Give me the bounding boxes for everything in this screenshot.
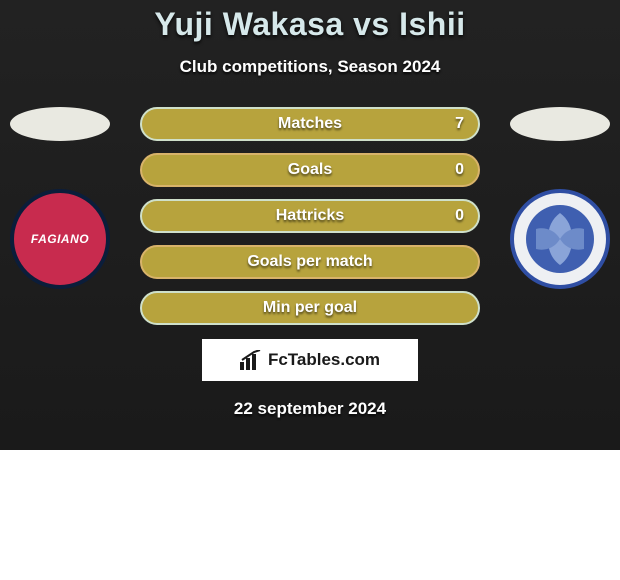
stat-row-hattricks: Hattricks 0 bbox=[140, 199, 480, 233]
right-player-column bbox=[510, 107, 610, 289]
footer-logo-text: FcTables.com bbox=[268, 350, 380, 370]
stat-row-matches: Matches 7 bbox=[140, 107, 480, 141]
right-player-photo-placeholder bbox=[510, 107, 610, 141]
stat-label: Hattricks bbox=[276, 207, 344, 225]
stat-label: Goals bbox=[288, 161, 332, 179]
stat-row-min-per-goal: Min per goal bbox=[140, 291, 480, 325]
hollyhock-icon bbox=[520, 199, 600, 279]
stat-value-right: 7 bbox=[455, 115, 464, 133]
comparison-columns: FAGIANO Matches 7 Goals 0 Hattricks 0 Go… bbox=[0, 107, 620, 325]
stat-label: Goals per match bbox=[247, 253, 372, 271]
left-player-photo-placeholder bbox=[10, 107, 110, 141]
stat-label: Min per goal bbox=[263, 299, 357, 317]
stat-value-right: 0 bbox=[455, 207, 464, 225]
subtitle: Club competitions, Season 2024 bbox=[0, 57, 620, 77]
stat-label: Matches bbox=[278, 115, 342, 133]
stats-column: Matches 7 Goals 0 Hattricks 0 Goals per … bbox=[140, 107, 480, 325]
stat-row-goals-per-match: Goals per match bbox=[140, 245, 480, 279]
left-team-crest: FAGIANO bbox=[10, 189, 110, 289]
bar-chart-icon bbox=[240, 350, 262, 370]
stat-row-goals: Goals 0 bbox=[140, 153, 480, 187]
comparison-card: Yuji Wakasa vs Ishii Club competitions, … bbox=[0, 0, 620, 450]
left-team-crest-label: FAGIANO bbox=[31, 233, 89, 245]
right-team-crest bbox=[510, 189, 610, 289]
left-player-column: FAGIANO bbox=[10, 107, 110, 289]
date-text: 22 september 2024 bbox=[0, 399, 620, 419]
stat-value-right: 0 bbox=[455, 161, 464, 179]
page-title: Yuji Wakasa vs Ishii bbox=[0, 6, 620, 43]
footer-logo: FcTables.com bbox=[202, 339, 418, 381]
